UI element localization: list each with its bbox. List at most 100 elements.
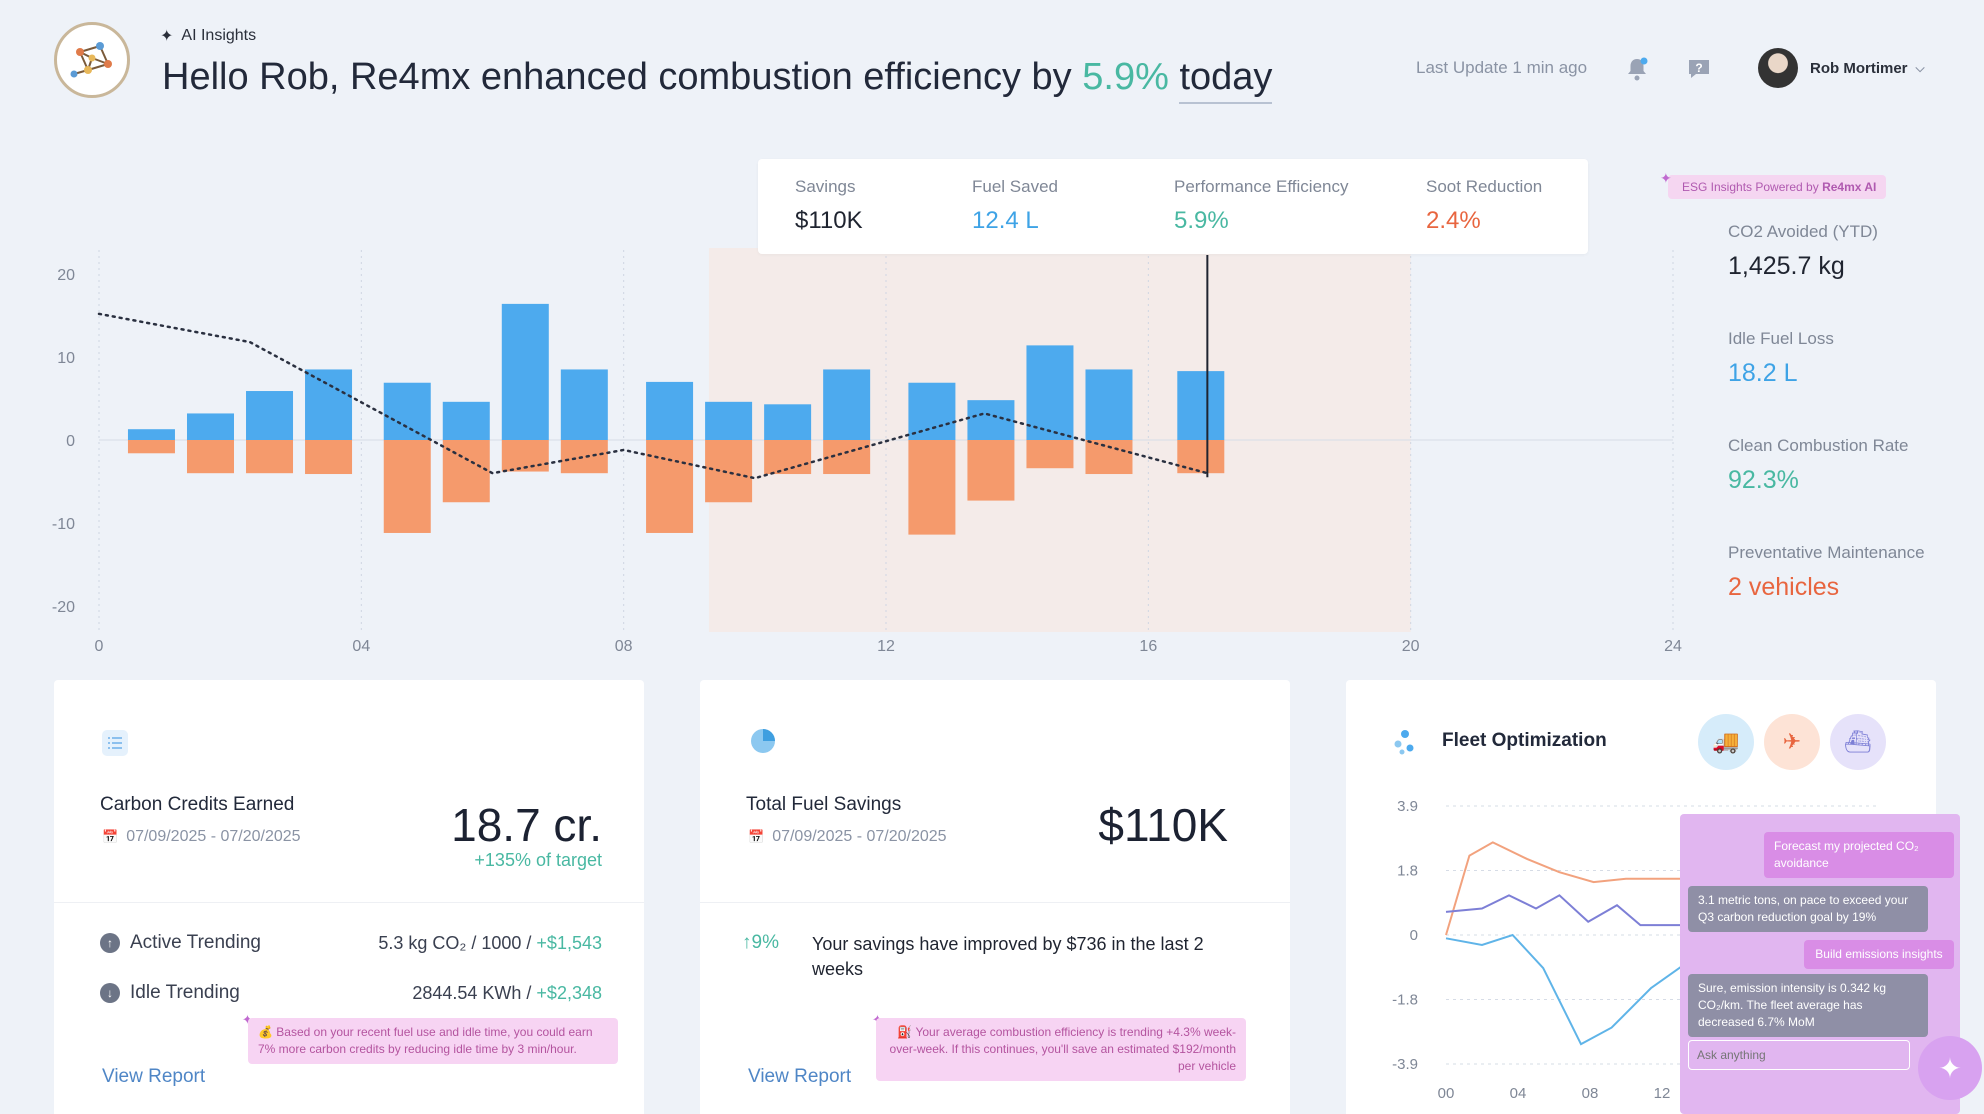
- positive-bar: [823, 369, 871, 440]
- positive-bar: [1026, 345, 1074, 440]
- idle-trending-row: ↓ Idle Trending: [100, 982, 240, 1004]
- ai-insights-label: ✦ AI Insights: [160, 27, 257, 45]
- y-tick-label: 3.9: [1397, 798, 1418, 815]
- sparkle-icon: ✦: [160, 28, 174, 45]
- fuel-trend-text: Your savings have improved by $736 in th…: [812, 934, 1204, 979]
- kpi-savings: Savings $110K: [795, 177, 863, 234]
- fuel-savings-title: Total Fuel Savings: [746, 794, 902, 815]
- headline-period-selector[interactable]: today: [1179, 56, 1273, 104]
- notification-bell-icon[interactable]: [1624, 56, 1650, 82]
- carbon-credits-value: 18.7 cr.: [451, 799, 602, 851]
- esg-preventative-maintenance: Preventative Maintenance 2 vehicles: [1728, 543, 1925, 601]
- carbon-date-range[interactable]: 📅 07/09/2025 - 07/20/2025: [102, 828, 301, 845]
- negative-bar: [442, 440, 490, 503]
- kpi-soot-reduction: Soot Reduction 2.4%: [1426, 177, 1543, 234]
- arrow-up-circle-icon: ↑: [100, 933, 120, 953]
- last-update-text: Last Update 1 min ago: [1416, 58, 1588, 77]
- x-tick-label: 24: [1664, 638, 1682, 655]
- carbon-target-delta: +135% of target: [474, 850, 602, 870]
- user-menu[interactable]: Rob Mortimer ⌵: [1810, 60, 1925, 77]
- ai-chat-panel: Forecast my projected CO₂ avoidance 3.1 …: [1680, 814, 1960, 1114]
- negative-bar: [646, 440, 694, 533]
- plane-filter-icon[interactable]: ✈: [1764, 714, 1820, 770]
- chat-ai-reply: 3.1 metric tons, on pace to exceed your …: [1688, 886, 1928, 932]
- chevron-down-icon: ⌵: [1915, 61, 1925, 75]
- x-tick-label: 16: [1139, 638, 1157, 655]
- esg-idle-fuel-loss: Idle Fuel Loss 18.2 L: [1728, 329, 1834, 387]
- fuel-view-report-link[interactable]: View Report: [748, 1066, 852, 1087]
- fuel-savings-value: $110K: [1098, 799, 1228, 851]
- esg-co2-avoided: CO2 Avoided (YTD) 1,425.7 kg: [1728, 222, 1878, 280]
- esg-insights-badge: ESG Insights Powered by Re4mx AI: [1668, 175, 1887, 199]
- fleet-nodes-icon: [1394, 730, 1414, 755]
- positive-bar: [560, 369, 608, 440]
- negative-bar: [823, 440, 871, 475]
- x-tick-label: 08: [1582, 1085, 1599, 1102]
- chat-input[interactable]: [1688, 1040, 1910, 1070]
- pie-chart-icon: [751, 729, 775, 753]
- page-title: Hello Rob, Re4mx enhanced combustion eff…: [162, 56, 1273, 104]
- positive-bar: [383, 382, 431, 440]
- x-tick-label: 12: [877, 638, 895, 655]
- fuel-date-range[interactable]: 📅 07/09/2025 - 07/20/2025: [748, 828, 947, 845]
- brand-logo: [54, 22, 130, 98]
- ai-assistant-button[interactable]: ✦: [1918, 1036, 1982, 1100]
- carbon-credits-title: Carbon Credits Earned: [100, 794, 295, 815]
- kpi-fuel-saved: Fuel Saved 12.4 L: [972, 177, 1058, 234]
- positive-bar: [442, 401, 490, 440]
- fuel-ai-note: ⛽ Your average combustion efficiency is …: [876, 1018, 1246, 1081]
- fuel-pump-icon: ⛽: [897, 1025, 913, 1039]
- y-tick-label: 20: [57, 267, 75, 284]
- x-tick-label: 08: [615, 638, 633, 655]
- positive-bar: [764, 404, 812, 440]
- user-avatar[interactable]: [1758, 48, 1798, 88]
- y-tick-label: -20: [52, 599, 75, 616]
- negative-bar: [186, 440, 234, 474]
- main-bar-chart: 0 04 08 12 16 20 24 20 10 0 -10 -20: [52, 248, 1682, 655]
- x-tick-label: 04: [352, 638, 370, 655]
- trend-line: [97, 312, 1209, 480]
- fleet-optimization-title: Fleet Optimization: [1442, 730, 1607, 751]
- arrow-up-icon: ↑: [742, 932, 752, 953]
- chat-user-prompt: Forecast my projected CO₂ avoidance: [1764, 832, 1954, 878]
- negative-bar: [383, 440, 431, 533]
- svg-text:?: ?: [1695, 61, 1702, 75]
- calendar-icon: 📅: [748, 829, 765, 844]
- x-tick-label: 00: [1438, 1085, 1455, 1102]
- ship-filter-icon[interactable]: ⛴: [1830, 714, 1886, 770]
- y-tick-label: -3.9: [1392, 1056, 1418, 1073]
- truck-filter-icon[interactable]: 🚚: [1698, 714, 1754, 770]
- kpi-performance-efficiency: Performance Efficiency 5.9%: [1174, 177, 1349, 234]
- negative-bar: [305, 440, 353, 475]
- positive-bar: [246, 391, 294, 440]
- positive-bar: [501, 303, 549, 440]
- x-tick-label: 20: [1402, 638, 1420, 655]
- x-tick-label: 12: [1654, 1085, 1671, 1102]
- negative-bar: [908, 440, 956, 535]
- y-tick-label: 1.8: [1397, 863, 1418, 880]
- carbon-view-report-link[interactable]: View Report: [102, 1066, 206, 1087]
- negative-bar: [127, 440, 175, 454]
- positive-bar: [127, 429, 175, 440]
- negative-bar: [967, 440, 1015, 501]
- y-tick-label: -10: [52, 516, 75, 533]
- chat-user-prompt: Build emissions insights: [1804, 940, 1954, 969]
- negative-bar: [560, 440, 608, 474]
- active-trending-value: 5.3 kg CO₂ / 1000 / +$1,543: [378, 933, 602, 953]
- positive-bar: [908, 382, 956, 440]
- card-divider: [54, 902, 644, 903]
- kpi-summary-box: Savings $110K Fuel Saved 12.4 L Performa…: [758, 159, 1588, 254]
- negative-bar: [1085, 440, 1133, 475]
- network-logo-icon: [70, 42, 112, 78]
- sparkle-icon: ✦: [1938, 1052, 1962, 1084]
- positive-bar: [186, 413, 234, 440]
- positive-bar: [705, 401, 753, 440]
- active-trending-row: ↑ Active Trending: [100, 932, 261, 954]
- fuel-trend-percent: ↑9%: [742, 932, 779, 953]
- carbon-credits-card: Carbon Credits Earned 📅 07/09/2025 - 07/…: [54, 680, 644, 1114]
- fuel-savings-card: Total Fuel Savings 📅 07/09/2025 - 07/20/…: [700, 680, 1290, 1114]
- y-tick-label: 10: [57, 350, 75, 367]
- arrow-down-circle-icon: ↓: [100, 983, 120, 1003]
- help-chat-icon[interactable]: ?: [1686, 56, 1712, 82]
- sparkle-icon: ✦: [242, 1012, 253, 1028]
